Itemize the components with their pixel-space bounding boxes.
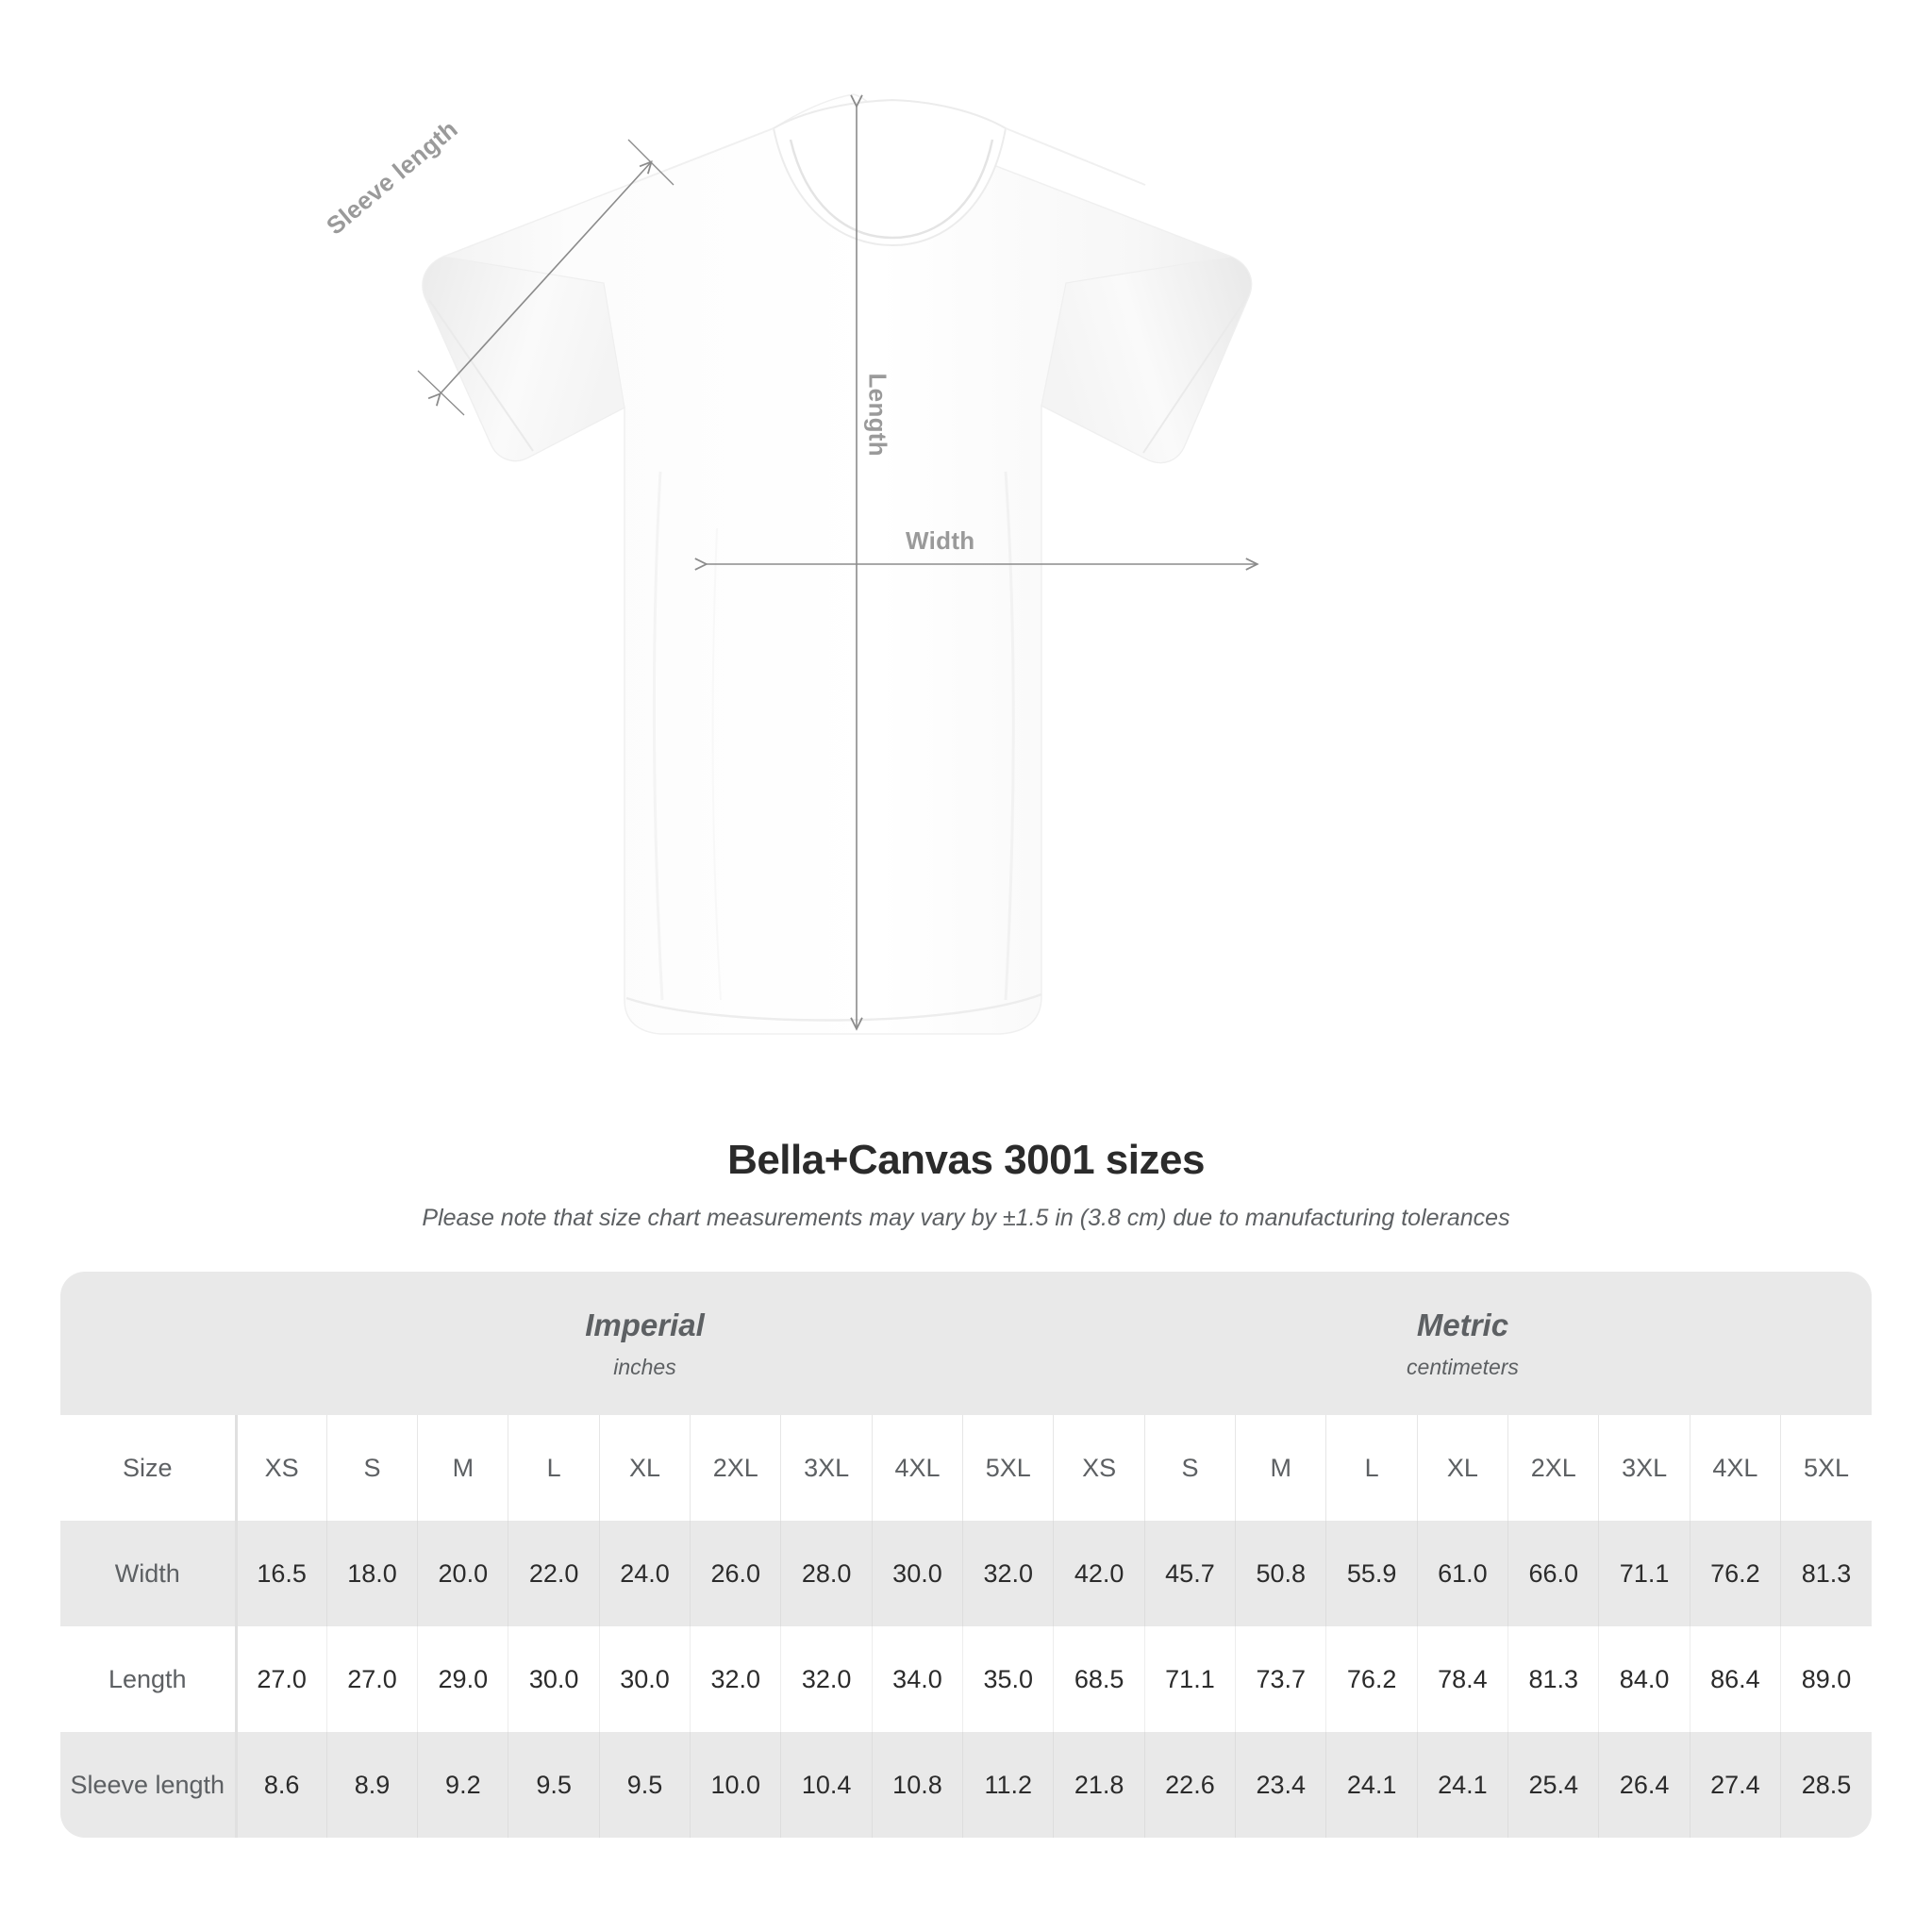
size-header-cell: M [417, 1415, 509, 1521]
measurement-cell: 71.1 [1598, 1521, 1690, 1626]
page-title: Bella+Canvas 3001 sizes [727, 1137, 1205, 1183]
size-header-cell: XS [236, 1415, 327, 1521]
size-header-cell: XL [599, 1415, 691, 1521]
size-chart-container: Imperial inches Metric centimeters Size XS S M L… [60, 1272, 1872, 1838]
measurement-cell: 8.6 [236, 1732, 327, 1838]
measurement-cell: 55.9 [1325, 1521, 1418, 1626]
measurement-cell: 68.5 [1053, 1626, 1145, 1732]
measurement-cell: 28.5 [1780, 1732, 1872, 1838]
unit-group-metric: Metric centimeters [1053, 1272, 1872, 1415]
chart-heading-block: Bella+Canvas 3001 sizes Please note that… [0, 1137, 1932, 1232]
tolerance-disclaimer: Please note that size chart measurements… [422, 1205, 1510, 1231]
measurement-cell: 9.2 [417, 1732, 509, 1838]
measurement-cell: 32.0 [690, 1626, 782, 1732]
measurement-cell: 42.0 [1053, 1521, 1145, 1626]
measurement-cell: 35.0 [962, 1626, 1055, 1732]
measurement-cell: 26.4 [1598, 1732, 1690, 1838]
measurement-cell: 81.3 [1507, 1626, 1600, 1732]
measurement-cell: 71.1 [1144, 1626, 1237, 1732]
measurement-cell: 9.5 [508, 1732, 600, 1838]
measurement-cell: 18.0 [326, 1521, 419, 1626]
size-header-cell: L [1325, 1415, 1418, 1521]
size-header-cell: XL [1417, 1415, 1509, 1521]
measurement-cell: 10.4 [780, 1732, 873, 1838]
measurement-cell: 22.6 [1144, 1732, 1237, 1838]
measurement-cell: 22.0 [508, 1521, 600, 1626]
unit-header-row: Imperial inches Metric centimeters [60, 1272, 1872, 1415]
tshirt-measurement-diagram: Sleeve length Length Width [321, 93, 1932, 1035]
measurement-cell: 73.7 [1235, 1626, 1327, 1732]
size-header-cell: 5XL [962, 1415, 1055, 1521]
size-header-cell: 5XL [1780, 1415, 1872, 1521]
sleeve-length-arrow [440, 162, 651, 394]
size-header-cell: XS [1053, 1415, 1145, 1521]
measurement-cell: 66.0 [1507, 1521, 1600, 1626]
measurement-cell: 23.4 [1235, 1732, 1327, 1838]
size-header-cell: 4XL [872, 1415, 964, 1521]
row-label-width: Width [60, 1521, 238, 1626]
measurement-cell: 21.8 [1053, 1732, 1145, 1838]
measurement-cell: 24.1 [1417, 1732, 1509, 1838]
unit-header-spacer [60, 1272, 236, 1415]
measurement-cell: 30.0 [872, 1521, 964, 1626]
size-header-cell: 4XL [1690, 1415, 1782, 1521]
measurement-cell: 24.0 [599, 1521, 691, 1626]
width-label: Width [906, 526, 975, 555]
measurement-cell: 34.0 [872, 1626, 964, 1732]
unit-group-name: Imperial [585, 1307, 705, 1342]
measurement-cell: 20.0 [417, 1521, 509, 1626]
measurement-cell: 30.0 [599, 1626, 691, 1732]
table-row: Length 27.0 27.0 29.0 30.0 30.0 32.0 32.0 34.0 35… [60, 1626, 1872, 1732]
table-row: Sleeve length 8.6 8.9 9.2 9.5 9.5 10.0 10.4 10.8… [60, 1732, 1872, 1838]
measurement-cell: 10.8 [872, 1732, 964, 1838]
table-row: Width 16.5 18.0 20.0 22.0 24.0 26.0 28.0 30.0 32.… [60, 1521, 1872, 1626]
size-header-cell: M [1235, 1415, 1327, 1521]
measurement-cell: 26.0 [690, 1521, 782, 1626]
measurement-cell: 45.7 [1144, 1521, 1237, 1626]
size-chart-table: Imperial inches Metric centimeters Size XS S M L… [60, 1272, 1872, 1838]
measurement-cell: 89.0 [1780, 1626, 1872, 1732]
size-header-cell: 2XL [1507, 1415, 1600, 1521]
row-label-sleeve-length: Sleeve length [60, 1732, 238, 1838]
measurement-cell: 29.0 [417, 1626, 509, 1732]
measurement-cell: 27.4 [1690, 1732, 1782, 1838]
unit-group-name: Metric [1416, 1307, 1509, 1342]
measurement-cell: 86.4 [1690, 1626, 1782, 1732]
measurement-cell: 8.9 [326, 1732, 419, 1838]
unit-group-unit: inches [613, 1355, 676, 1380]
size-header-cell: 3XL [1598, 1415, 1690, 1521]
measurement-cell: 16.5 [236, 1521, 327, 1626]
measurement-cell: 27.0 [236, 1626, 327, 1732]
unit-group-unit: centimeters [1407, 1355, 1519, 1380]
measurement-cell: 10.0 [690, 1732, 782, 1838]
measurement-cell: 76.2 [1690, 1521, 1782, 1626]
measurement-cell: 11.2 [962, 1732, 1055, 1838]
row-label-length: Length [60, 1626, 238, 1732]
measurement-cell: 27.0 [326, 1626, 419, 1732]
size-header-cell: L [508, 1415, 600, 1521]
size-header-cell: 2XL [690, 1415, 782, 1521]
measurement-cell: 32.0 [962, 1521, 1055, 1626]
size-header-cell: 3XL [780, 1415, 873, 1521]
size-header-cell: S [326, 1415, 419, 1521]
measurement-cell: 50.8 [1235, 1521, 1327, 1626]
measurement-cell: 76.2 [1325, 1626, 1418, 1732]
measurement-cell: 30.0 [508, 1626, 600, 1732]
measurement-cell: 25.4 [1507, 1732, 1600, 1838]
measurement-cell: 84.0 [1598, 1626, 1690, 1732]
measurement-cell: 28.0 [780, 1521, 873, 1626]
length-label: Length [863, 373, 892, 457]
measurement-cell: 24.1 [1325, 1732, 1418, 1838]
size-header-label: Size [60, 1415, 238, 1521]
measurement-cell: 78.4 [1417, 1626, 1509, 1732]
measurement-cell: 32.0 [780, 1626, 873, 1732]
tshirt-illustration [417, 93, 1932, 1035]
size-header-row: Size XS S M L XL 2XL 3XL 4XL 5XL XS S M L XL 2XL 3XL 4XL 5… [60, 1415, 1872, 1521]
measurement-cell: 9.5 [599, 1732, 691, 1838]
unit-group-imperial: Imperial inches [236, 1272, 1054, 1415]
measurement-cell: 81.3 [1780, 1521, 1872, 1626]
measurement-lines [417, 106, 1257, 1028]
size-header-cell: S [1144, 1415, 1237, 1521]
measurement-cell: 61.0 [1417, 1521, 1509, 1626]
